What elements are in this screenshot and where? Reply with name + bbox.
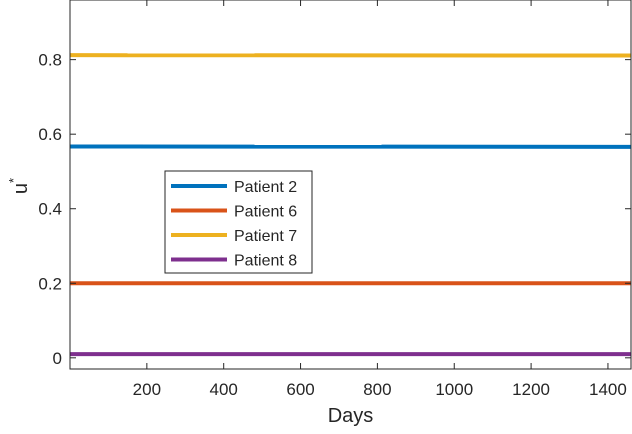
y-axis-label: u* (6, 178, 32, 194)
y-tick-label: 0 (53, 349, 62, 368)
x-tick-label: 1200 (512, 380, 550, 399)
x-tick-label: 200 (133, 380, 161, 399)
x-tick-label: 400 (210, 380, 238, 399)
x-tick-label: 600 (286, 380, 314, 399)
x-axis-label: Days (328, 405, 374, 427)
y-axis-label-base: u (10, 183, 32, 194)
y-axis-label-group: u* (6, 178, 32, 194)
legend: Patient 2 Patient 6 Patient 7 Patient 8 (165, 171, 312, 273)
x-tick-label: 1000 (435, 380, 473, 399)
legend-label-3: Patient 7 (234, 228, 297, 245)
x-tick-label: 800 (363, 380, 391, 399)
y-tick-label: 0.4 (38, 200, 62, 219)
legend-label-4: Patient 8 (234, 253, 297, 270)
y-axis-label-superscript: * (6, 178, 21, 183)
y-tick-label: 0.2 (38, 274, 62, 293)
y-tick-label: 0.6 (38, 125, 62, 144)
x-tick-label: 1400 (589, 380, 627, 399)
y-tick-label: 0.8 (38, 51, 62, 70)
legend-label-2: Patient 6 (234, 204, 297, 221)
legend-label-1: Patient 2 (234, 179, 297, 196)
